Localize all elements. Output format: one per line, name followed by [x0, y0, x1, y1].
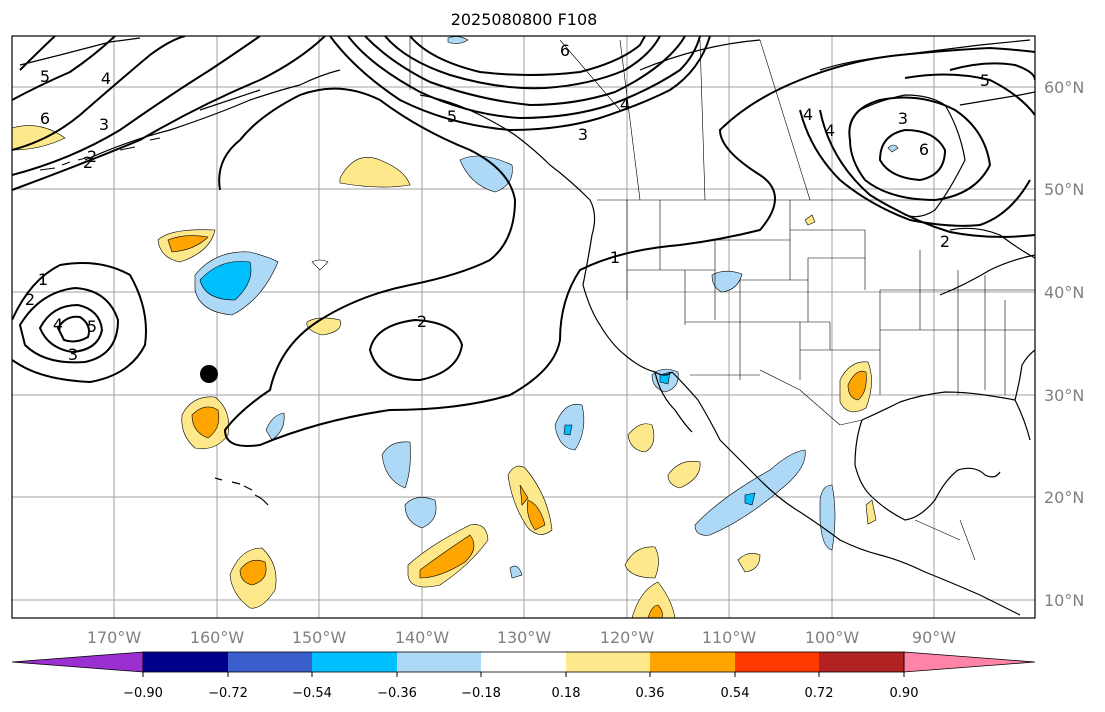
contour-label-4-d: 4	[803, 105, 813, 124]
contour-labels: 6 5 4 3 2 1 2 4 2 3 5 3 4 6 1 2 5 4 6 2	[25, 41, 990, 331]
lat-label-60n: 60°N	[1044, 78, 1084, 97]
lon-label-140w: 140°W	[395, 628, 450, 647]
lat-label-20n: 20°N	[1044, 488, 1084, 507]
lon-label-120w: 120°W	[600, 628, 655, 647]
contour-label-4-c: 4	[825, 121, 835, 140]
svg-text:3: 3	[68, 345, 78, 364]
colorbar-tick-4: −0.36	[377, 686, 417, 701]
colorbar-tick-1: −0.90	[123, 686, 163, 701]
contour-label-1-a: 1	[610, 248, 620, 267]
contour-label-6-c: 6	[40, 109, 50, 128]
colorbar-tick-8: 0.54	[721, 686, 750, 701]
contour-labels-low: 3 4 5	[53, 315, 97, 364]
colorbar-tick-10: 0.90	[890, 686, 919, 701]
lat-label-10n: 10°N	[1044, 591, 1084, 610]
contour-label-5-a: 5	[40, 67, 50, 86]
colorbar-tick-9: 0.72	[805, 686, 834, 701]
colorbar-tick-7: 0.36	[636, 686, 665, 701]
contour-label-2-a: 2	[87, 147, 97, 166]
colorbar-extend-right	[903, 651, 1036, 673]
contour-label-4-a: 4	[101, 69, 111, 88]
colorbar-tick-3: −0.54	[292, 686, 332, 701]
colorbar-bin-8	[735, 652, 819, 672]
colorbar-bin-1	[143, 652, 228, 672]
contour-label-2-d: 2	[25, 290, 35, 309]
contour-label-6-b: 6	[919, 140, 929, 159]
colorbar-bin-6	[566, 652, 650, 672]
colorbar-bin-9	[819, 652, 904, 672]
svg-text:5: 5	[87, 317, 97, 336]
lon-label-100w: 100°W	[805, 628, 860, 647]
colorbar-tick-6: 0.18	[552, 686, 581, 701]
contour-label-2-c: 2	[940, 232, 950, 251]
colorbar-bin-4	[397, 652, 481, 672]
contour-label-3-a: 3	[99, 115, 109, 134]
colorbar-tick-5: −0.18	[461, 686, 501, 701]
contour-label-6-a: 6	[560, 41, 570, 60]
lon-label-160w: 160°W	[190, 628, 245, 647]
colorbar-bin-7	[650, 652, 735, 672]
height-contours	[12, 36, 1035, 447]
svg-text:4: 4	[53, 315, 63, 334]
lon-label-130w: 130°W	[497, 628, 552, 647]
lat-label-30n: 30°N	[1044, 386, 1084, 405]
lat-label-50n: 50°N	[1044, 180, 1084, 199]
colorbar: −0.90 −0.72 −0.54 −0.36 −0.18 0.18 0.36 …	[11, 651, 1036, 701]
contour-label-4-b: 4	[620, 95, 630, 114]
lat-label-40n: 40°N	[1044, 283, 1084, 302]
map-title: 2025080800 F108	[450, 10, 598, 29]
colorbar-bin-2	[228, 652, 312, 672]
hawaii-islands	[214, 477, 269, 506]
contour-label-5-b: 5	[447, 107, 457, 126]
lon-label-90w: 90°W	[912, 628, 956, 647]
longitude-labels: 170°W 160°W 150°W 140°W 130°W 120°W 110°…	[87, 628, 956, 647]
contour-label-2-b: 2	[417, 312, 427, 331]
location-marker-dot	[200, 365, 218, 383]
contour-label-5-c: 5	[980, 71, 990, 90]
latitude-labels: 60°N 50°N 40°N 30°N 20°N 10°N	[1044, 78, 1084, 610]
lon-label-150w: 150°W	[292, 628, 347, 647]
contour-label-2-e: 2	[83, 153, 93, 172]
map-border	[11, 35, 1036, 619]
contour-label-1-b: 1	[38, 270, 48, 289]
lon-label-170w: 170°W	[87, 628, 142, 647]
contour-label-3-c: 3	[898, 109, 908, 128]
colorbar-tick-2: −0.72	[208, 686, 248, 701]
colorbar-extend-left	[11, 651, 144, 673]
political-borders	[409, 36, 1035, 561]
lon-label-110w: 110°W	[702, 628, 757, 647]
colorbar-bin-5	[481, 652, 566, 672]
colorbar-bin-3	[312, 652, 397, 672]
contour-label-3-b: 3	[578, 125, 588, 144]
